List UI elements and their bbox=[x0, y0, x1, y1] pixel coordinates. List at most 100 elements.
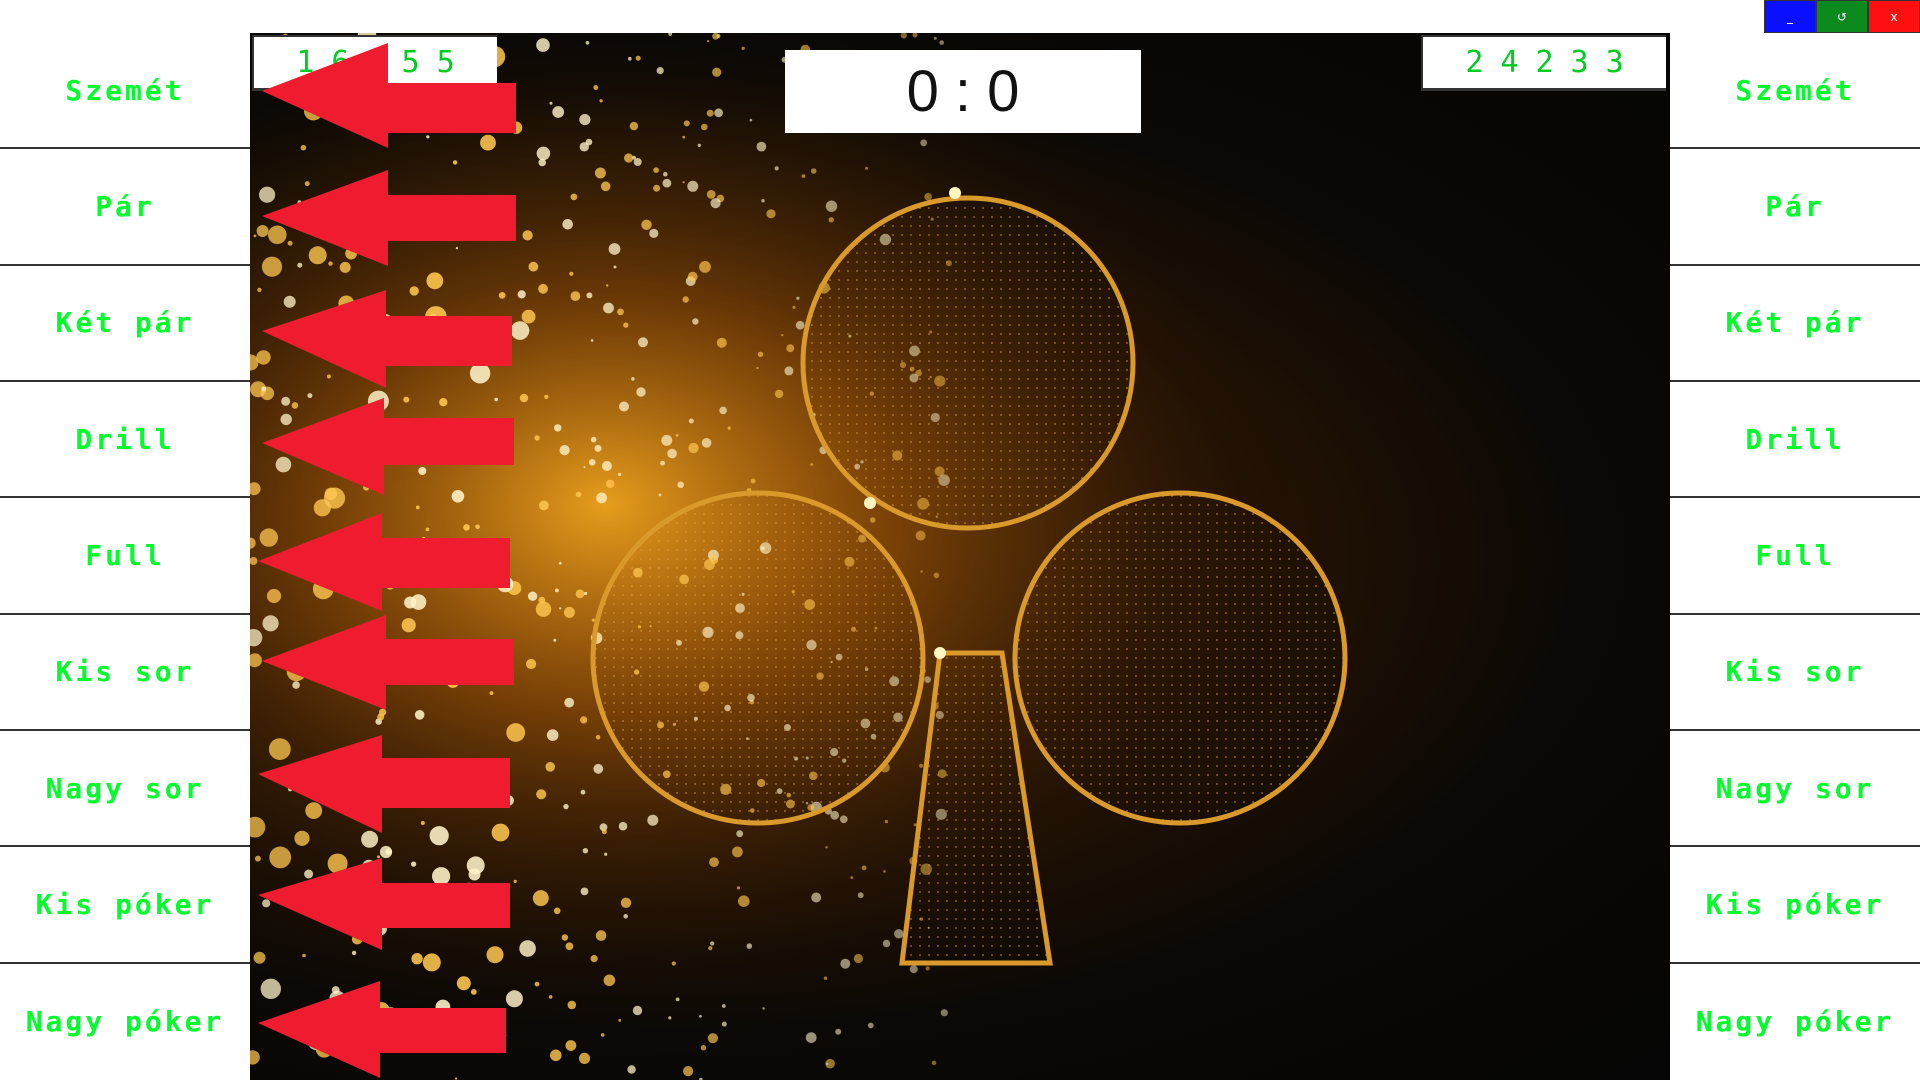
sparkle-dot bbox=[545, 762, 555, 772]
sparkle-dot bbox=[455, 1077, 458, 1080]
left-die-5[interactable]: 5 bbox=[436, 45, 455, 80]
sparkle-dot bbox=[595, 930, 607, 941]
sparkle-dot bbox=[591, 618, 595, 622]
left-category-kis-poker[interactable]: Kis póker bbox=[0, 847, 250, 964]
sparkle-dot bbox=[283, 295, 296, 308]
sparkle-dot bbox=[259, 186, 276, 203]
score-display: 0 : 0 bbox=[785, 50, 1141, 133]
left-category-szemet[interactable]: Szemét bbox=[0, 33, 250, 150]
sparkle-dot bbox=[746, 943, 753, 949]
left-arrow-icon bbox=[262, 398, 514, 495]
sparkle-dot bbox=[756, 366, 759, 370]
sparkle-dot bbox=[305, 802, 323, 819]
sparkle-dot bbox=[580, 716, 588, 724]
sparkle-dot bbox=[351, 950, 357, 956]
sparkle-dot bbox=[738, 895, 750, 907]
left-category-par[interactable]: Pár bbox=[0, 149, 250, 266]
right-die-2[interactable]: 4 bbox=[1500, 45, 1519, 80]
right-die-5[interactable]: 3 bbox=[1605, 45, 1624, 80]
sparkle-dot bbox=[268, 738, 291, 760]
left-category-ket-par[interactable]: Két pár bbox=[0, 265, 250, 382]
sparkle-dot bbox=[570, 291, 581, 301]
sparkle-dot bbox=[469, 363, 491, 384]
left-category-drill[interactable]: Drill bbox=[0, 381, 250, 499]
sparkle-dot bbox=[280, 413, 292, 426]
right-die-3[interactable]: 2 bbox=[1535, 45, 1554, 80]
sparkle-dot bbox=[687, 271, 698, 282]
close-button[interactable]: x bbox=[1868, 0, 1920, 33]
sparkle-dot bbox=[287, 240, 293, 246]
sparkle-dot bbox=[801, 174, 806, 178]
sparkle-dot bbox=[662, 178, 672, 188]
sparkle-dot bbox=[736, 830, 744, 838]
sparkle-dot bbox=[505, 990, 523, 1008]
sparkle-dot bbox=[826, 1062, 829, 1066]
left-arrow-icon bbox=[262, 170, 516, 266]
minimize-button[interactable]: _ bbox=[1764, 0, 1816, 33]
sparkle-dot bbox=[404, 596, 417, 609]
sparkle-dot bbox=[250, 482, 261, 496]
sparkle-dot bbox=[260, 978, 281, 999]
left-category-nagy-poker[interactable]: Nagy póker bbox=[0, 963, 250, 1080]
left-die-4[interactable]: 5 bbox=[401, 45, 420, 80]
right-category-kis-sor[interactable]: Kis sor bbox=[1670, 614, 1920, 731]
right-category-drill[interactable]: Drill bbox=[1670, 381, 1920, 499]
sparkle-dot bbox=[719, 406, 727, 415]
restart-button[interactable]: ↺ bbox=[1816, 0, 1868, 33]
sparkle-dot bbox=[538, 158, 546, 167]
sparkle-dot bbox=[253, 234, 257, 238]
sparkle-dot bbox=[594, 444, 602, 452]
right-die-1[interactable]: 2 bbox=[1465, 45, 1484, 80]
sparkle-dot bbox=[632, 155, 636, 160]
sparkle-dot bbox=[254, 855, 261, 862]
sparkle-dot bbox=[268, 225, 287, 245]
sparkle-dot bbox=[558, 561, 562, 565]
sparkle-dot bbox=[583, 466, 586, 469]
right-category-full[interactable]: Full bbox=[1670, 498, 1920, 615]
left-category-nagy-sor[interactable]: Nagy sor bbox=[0, 730, 250, 848]
right-category-ket-par[interactable]: Két pár bbox=[1670, 265, 1920, 382]
sparkle-dot bbox=[688, 442, 699, 454]
left-arrow-icons bbox=[258, 43, 516, 1078]
right-category-par[interactable]: Pár bbox=[1670, 149, 1920, 266]
sparkle-dot bbox=[307, 393, 313, 399]
sparkle-dot bbox=[536, 789, 547, 800]
right-category-nagy-sor[interactable]: Nagy sor bbox=[1670, 730, 1920, 848]
sparkle-dot bbox=[414, 710, 425, 720]
sparkle-dot bbox=[377, 855, 380, 859]
sparkle-dot bbox=[553, 907, 561, 915]
sparkle-dot bbox=[708, 946, 713, 951]
sparkle-dot bbox=[256, 350, 271, 365]
sparkle-dot bbox=[281, 396, 291, 406]
right-category-kis-poker[interactable]: Kis póker bbox=[1670, 847, 1920, 964]
sparkle-dot bbox=[463, 524, 470, 531]
sparkle-dot bbox=[522, 230, 533, 241]
right-category-nagy-poker[interactable]: Nagy póker bbox=[1670, 963, 1920, 1080]
left-category-full[interactable]: Full bbox=[0, 498, 250, 615]
sparkle-dot bbox=[701, 438, 712, 448]
sparkle-dot bbox=[603, 302, 614, 314]
sparkle-dot bbox=[555, 588, 559, 593]
left-die-1[interactable]: 1 bbox=[296, 45, 315, 80]
sparkle-dot bbox=[649, 228, 659, 238]
sparkle-dot bbox=[675, 433, 679, 437]
sparkle-dot bbox=[259, 528, 278, 547]
sparkle-dot bbox=[308, 246, 327, 265]
sparkle-dot bbox=[570, 193, 578, 201]
sparkle-dot bbox=[869, 517, 876, 523]
sparkle-dot bbox=[714, 108, 723, 118]
right-die-4[interactable]: 3 bbox=[1570, 45, 1589, 80]
sparkle-dot bbox=[732, 846, 743, 858]
left-category-kis-sor[interactable]: Kis sor bbox=[0, 614, 250, 731]
sparkle-dot bbox=[774, 389, 784, 399]
sparkle-dot bbox=[828, 217, 834, 223]
sparkle-dot bbox=[810, 463, 814, 466]
sparkle-dot bbox=[933, 572, 940, 579]
sparkle-dot bbox=[857, 892, 864, 899]
right-category-szemet[interactable]: Szemét bbox=[1670, 33, 1920, 150]
sparkle-dot bbox=[432, 867, 451, 886]
sparkle-dot bbox=[825, 1058, 835, 1069]
sparkle-dot bbox=[604, 852, 608, 856]
left-arrow-icon bbox=[262, 43, 516, 148]
sparkle-dot bbox=[425, 527, 430, 532]
